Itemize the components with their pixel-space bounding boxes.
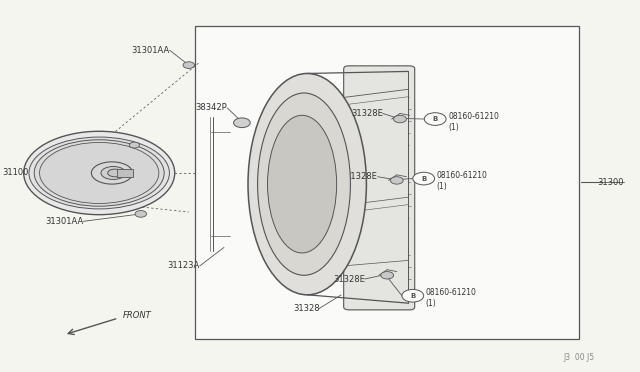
FancyBboxPatch shape [344,66,415,310]
Text: 31328E: 31328E [351,109,383,118]
Circle shape [424,113,446,125]
Text: B: B [410,293,415,299]
Text: 08160-61210: 08160-61210 [436,171,487,180]
Bar [117,169,133,177]
Text: (1): (1) [426,299,436,308]
Circle shape [413,172,435,185]
Text: (1): (1) [436,182,447,191]
Text: 31123A: 31123A [168,262,200,270]
Ellipse shape [35,140,164,206]
Text: J3  00 J5: J3 00 J5 [563,353,595,362]
Text: 31300: 31300 [598,178,624,187]
Ellipse shape [24,131,175,215]
Text: 31301AA: 31301AA [45,217,83,226]
Ellipse shape [92,162,132,184]
Text: B: B [421,176,426,182]
Text: 31328: 31328 [293,304,320,313]
Text: FRONT: FRONT [123,311,152,320]
Circle shape [402,289,424,302]
Circle shape [234,118,250,128]
Circle shape [381,272,394,279]
Circle shape [394,115,406,123]
Bar [195,26,579,339]
Ellipse shape [258,93,351,275]
Circle shape [129,142,140,148]
Ellipse shape [101,166,125,179]
Text: 31100: 31100 [3,169,29,177]
Text: 31328E: 31328E [333,275,365,283]
Ellipse shape [108,169,123,177]
Ellipse shape [268,115,337,253]
Text: 38342P: 38342P [195,103,227,112]
Circle shape [390,177,403,184]
Text: 31328E: 31328E [346,172,378,181]
Ellipse shape [40,142,159,203]
Text: (1): (1) [448,123,459,132]
Text: 31301AA: 31301AA [131,46,170,55]
Circle shape [135,211,147,217]
Ellipse shape [29,137,170,209]
Text: 08160-61210: 08160-61210 [448,112,499,121]
Circle shape [183,62,195,68]
Ellipse shape [248,73,367,295]
Text: B: B [433,116,438,122]
Text: 08160-61210: 08160-61210 [426,288,476,297]
Bar [195,26,579,339]
